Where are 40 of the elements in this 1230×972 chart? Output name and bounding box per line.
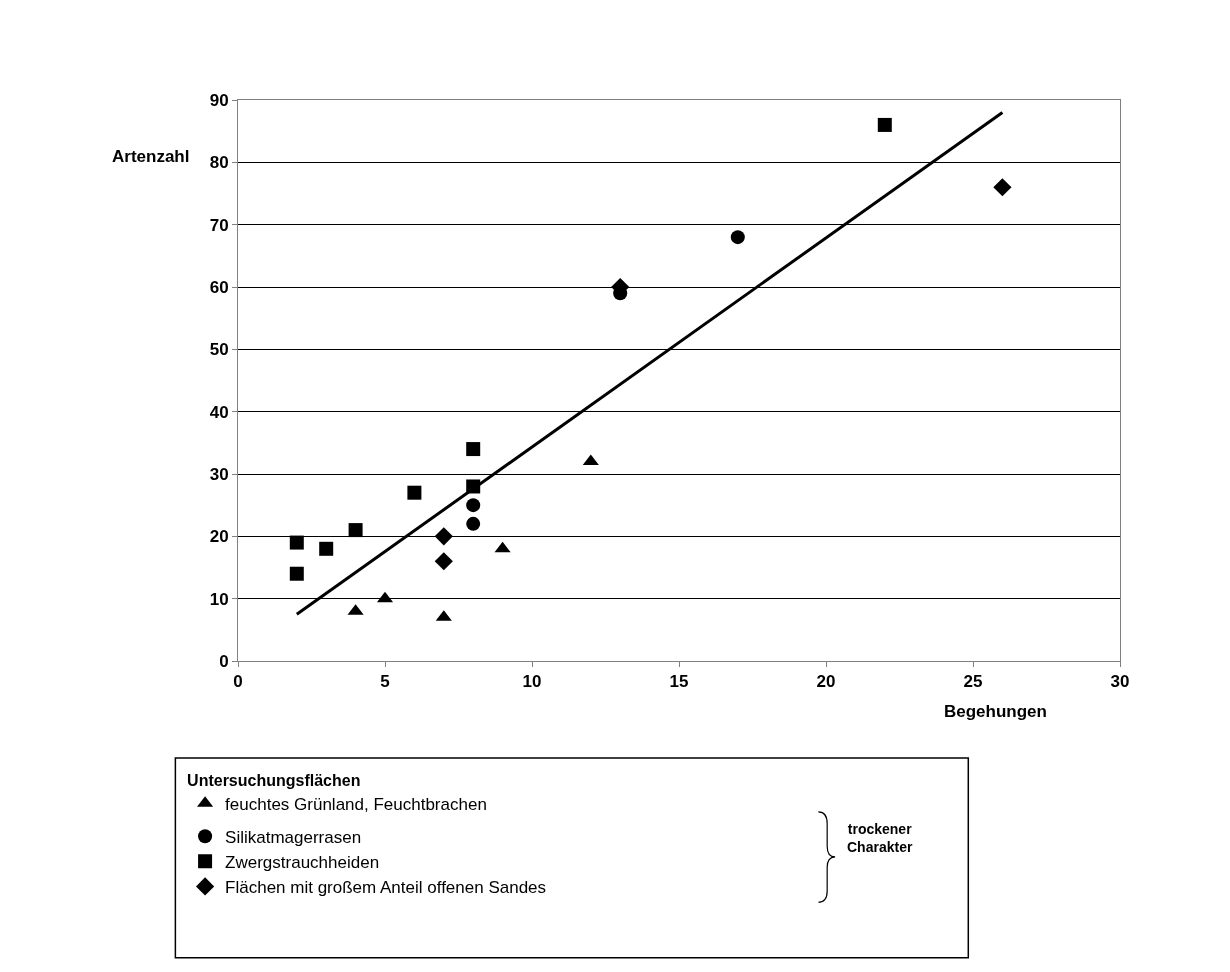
point xyxy=(289,535,304,550)
y-tick-label: 30 xyxy=(209,464,229,484)
y-tick-label: 70 xyxy=(209,215,229,235)
y-tick-label: 40 xyxy=(209,402,229,422)
point xyxy=(434,527,453,546)
legend-label: Flächen mit großem Anteil offenen Sandes xyxy=(225,878,547,898)
point xyxy=(407,485,422,500)
point xyxy=(348,523,363,538)
y-tick-label: 90 xyxy=(209,90,229,110)
text: trockener Charakter xyxy=(847,821,913,856)
x-tick-label: 30 xyxy=(1110,672,1130,692)
point xyxy=(494,541,511,553)
y-tick-label: 80 xyxy=(209,153,229,173)
point xyxy=(993,178,1012,197)
y-tick-label: 0 xyxy=(219,651,229,671)
point xyxy=(582,454,599,466)
x-tick-label: 10 xyxy=(522,672,542,692)
x-tick-label: 20 xyxy=(816,672,836,692)
legend-label: Zwergstrauchheiden xyxy=(225,852,380,872)
point xyxy=(434,552,453,571)
x-tick-label: 25 xyxy=(963,672,983,692)
point xyxy=(466,498,481,513)
point xyxy=(730,230,745,245)
x-tick-label: 5 xyxy=(380,672,390,692)
point xyxy=(289,566,304,581)
point xyxy=(319,541,334,556)
point xyxy=(466,516,481,531)
point xyxy=(466,442,481,457)
y-tick-label: 60 xyxy=(209,277,229,297)
y-axis-title: Artenzahl xyxy=(112,147,190,166)
x-tick-label: 0 xyxy=(233,672,243,692)
legend-title: Untersuchungsflächen xyxy=(187,771,361,789)
legend-label: Silikatmagerrasen xyxy=(225,827,362,847)
x-tick-label: 15 xyxy=(669,672,689,692)
legend-label: feuchtes Grünland, Feuchtbrachen xyxy=(225,794,487,814)
y-tick-label: 20 xyxy=(209,527,229,547)
point xyxy=(877,117,892,132)
y-tick-label: 50 xyxy=(209,340,229,360)
x-axis-title: Begehungen xyxy=(944,702,1047,721)
y-tick-label: 10 xyxy=(209,589,229,609)
